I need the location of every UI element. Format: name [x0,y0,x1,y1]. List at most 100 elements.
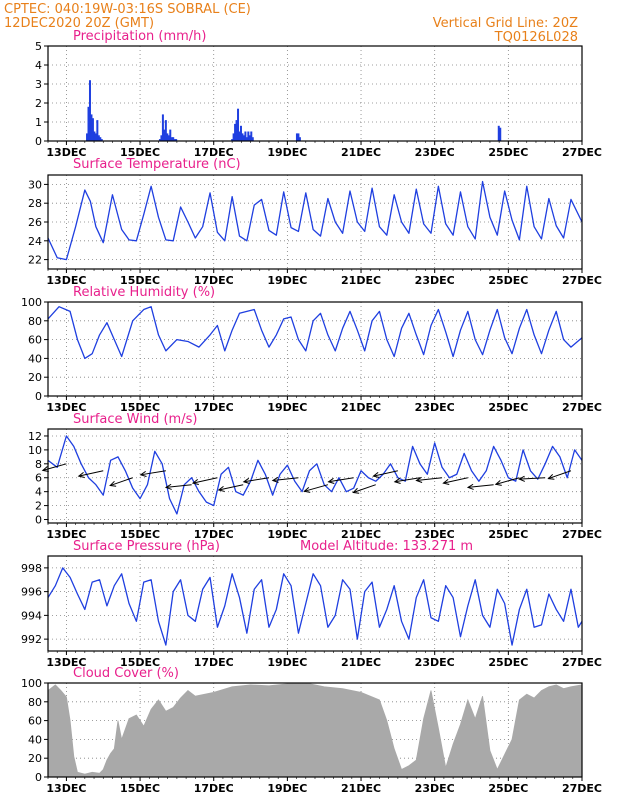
x-tick-label: 27DEC [562,401,602,414]
wind-arrow-head [41,466,49,472]
wind-arrow [242,477,270,484]
wind-arrow [77,470,104,478]
wind-arrow-shaft [78,470,104,477]
y-tick-label: 3 [35,78,42,91]
wind-arrow [41,463,67,472]
x-tick-label: 21DEC [341,274,381,287]
wind-arrow-head [518,475,525,482]
x-tick-label: 17DEC [194,401,234,414]
y-tick-label: 80 [28,315,42,328]
precip-bar [247,131,250,141]
cloud-area [47,682,583,778]
x-tick-label: 17DEC [194,146,234,159]
panel-title-pressure: Surface Pressure (hPa) [73,539,220,554]
x-tick-label: 23DEC [415,146,455,159]
panel-rh: Relative Humidity (%) 0 20 40 60 80 100 13DEC 15… [21,285,602,414]
header-grid-line: Vertical Grid Line: 20Z [433,16,578,31]
wind-arrow-head [466,483,474,490]
precip-bar [166,133,169,141]
x-tick-label: 13DEC [46,782,86,795]
header-run-date: 12DEC2020 20Z (GMT) [4,16,154,31]
x-tick-label: 27DEC [562,656,602,669]
wind-arrow-shaft [495,477,520,485]
x-tick-label: 19DEC [267,274,307,287]
x-tick-label: 27DEC [562,528,602,541]
wind-arrow [164,483,192,490]
precip-bar [250,131,253,141]
x-tick-label: 25DEC [488,146,528,159]
precip-bar [175,139,178,141]
precip-bar [235,120,238,141]
header-station: CPTEC: 040:19W-03:16S SOBRAL (CE) [4,2,251,17]
precip-bar [99,137,102,141]
precip-bar [161,114,164,141]
precip-bar [169,129,172,141]
precip-bar [248,135,251,141]
y-tick-label: 60 [28,715,42,728]
precip-bar [499,127,502,141]
x-tick-label: 21DEC [341,146,381,159]
wind-arrow [393,477,421,484]
wind-arrow [352,484,376,494]
precip-bar [164,120,167,141]
wind-arrow [303,484,329,493]
wind-arrow [494,477,520,486]
wind-arrow [327,477,354,484]
x-tick-label: 23DEC [415,274,455,287]
wind-arrow-head [303,486,311,493]
rh-line [47,306,583,360]
panel-title-temp: Surface Temperature (nC) [73,157,241,172]
precip-bar [231,139,234,141]
x-tick-label: 19DEC [267,528,307,541]
y-tick-label: 60 [28,334,42,347]
x-tick-label: 23DEC [415,401,455,414]
x-tick-label: 15DEC [120,528,160,541]
x-tick-label: 23DEC [415,782,455,795]
x-tick-label: 19DEC [267,656,307,669]
x-tick-label: 27DEC [562,782,602,795]
wind-arrow [518,475,546,482]
panel-frame [47,301,583,397]
panel-pressure: Surface Pressure (hPa) Model Altitude: 13… [21,539,602,669]
y-tick-label: 0 [35,771,42,784]
wind-arrow-head [217,485,225,492]
x-tick-label: 21DEC [341,401,381,414]
precip-bar [238,131,241,141]
panel-frame [47,174,583,270]
panel-cloud: Cloud Cover (%) 0 20 40 60 80 100 13DEC 15DEC 17D… [21,666,602,795]
precip-bar [167,135,170,141]
x-tick-label: 17DEC [194,528,234,541]
wind-arrow-shaft [140,470,166,476]
precip-bar [232,133,235,141]
x-tick-label: 19DEC [267,401,307,414]
x-tick-label: 15DEC [120,782,160,795]
y-tick-label: 992 [21,633,42,646]
panel-title-rh: Relative Humidity (%) [73,285,215,300]
x-tick-label: 21DEC [341,656,381,669]
wind-arrow-shaft [443,477,468,484]
wind-arrow [109,477,133,487]
y-tick-label: 0 [35,135,42,148]
y-tick-label: 20 [28,752,42,765]
temp-line [47,180,583,261]
precip-bar [96,120,99,141]
precip-bar [163,129,166,141]
precip-bar [91,118,94,141]
x-tick-label: 21DEC [341,782,381,795]
precip-bar [497,125,500,141]
x-tick-label: 13DEC [46,528,86,541]
wind-arrow-shaft [165,484,192,488]
wind-arrow-shaft [519,477,546,480]
precip-bar [88,80,91,141]
precip-bar [90,114,93,141]
panel-title-cloud: Cloud Cover (%) [73,666,179,681]
x-tick-label: 27DEC [562,274,602,287]
wind-arrow-shaft [304,484,329,492]
wind-arrow-shaft [243,477,270,483]
panel-frame [47,428,583,524]
y-tick-label: 1 [35,116,42,129]
y-tick-label: 8 [35,458,42,471]
wind-arrow-head [242,477,250,484]
